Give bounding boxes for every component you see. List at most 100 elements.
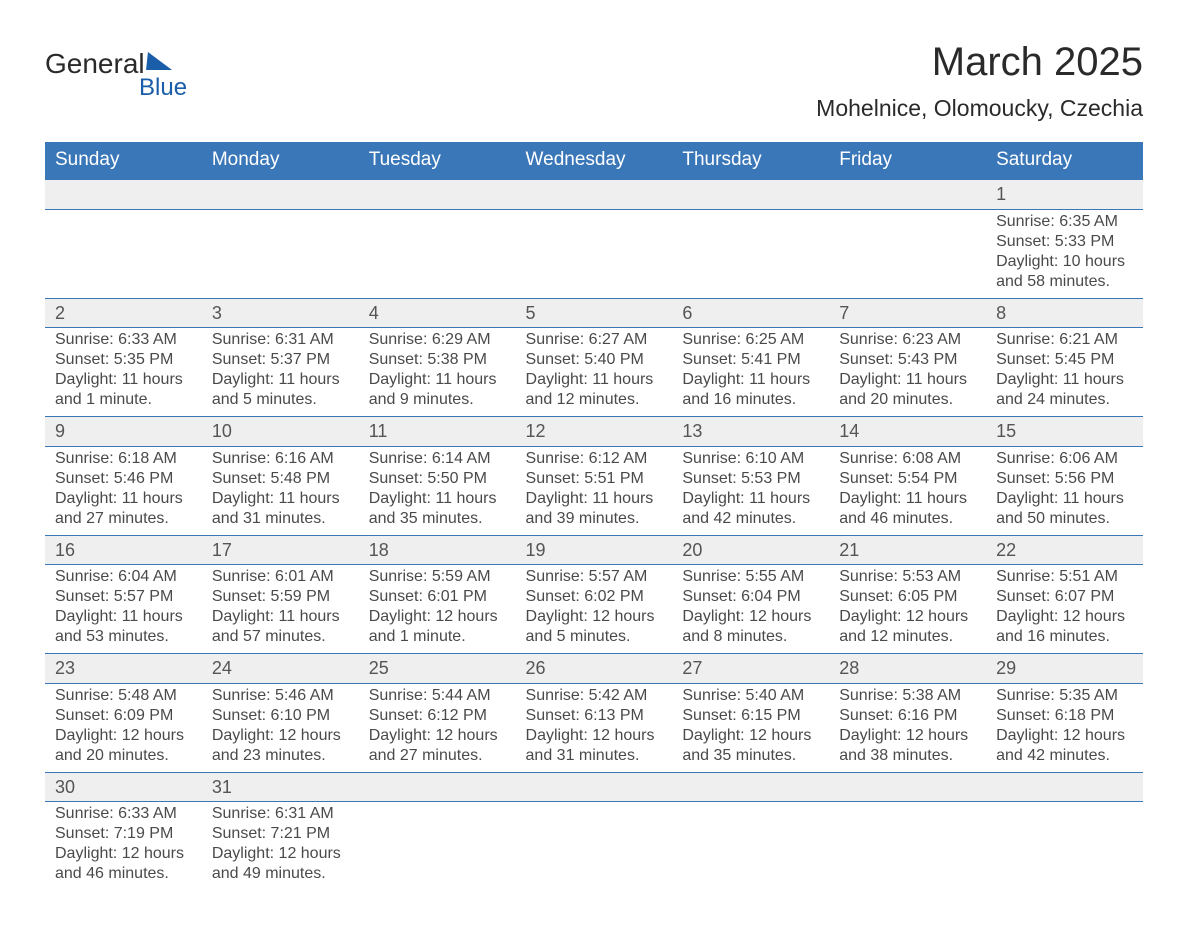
day-details-cell: Sunrise: 6:23 AMSunset: 5:43 PMDaylight:… — [829, 328, 986, 417]
day-number-cell: 6 — [672, 298, 829, 328]
detail-line: Daylight: 11 hours — [369, 370, 506, 390]
day-details-cell: Sunrise: 5:59 AMSunset: 6:01 PMDaylight:… — [359, 565, 516, 654]
day-number: 18 — [359, 536, 516, 565]
detail-line: and 42 minutes. — [996, 746, 1133, 766]
day-details-cell: Sunrise: 6:01 AMSunset: 5:59 PMDaylight:… — [202, 565, 359, 654]
detail-line: and 31 minutes. — [526, 746, 663, 766]
detail-line: and 46 minutes. — [839, 509, 976, 529]
detail-line: Sunrise: 6:33 AM — [55, 330, 192, 350]
calendar-week-nums: 9101112131415 — [45, 417, 1143, 447]
day-details: Sunrise: 6:33 AMSunset: 5:35 PMDaylight:… — [45, 328, 202, 416]
day-number: 14 — [829, 417, 986, 446]
day-number: 6 — [672, 299, 829, 328]
detail-line: and 35 minutes. — [369, 509, 506, 529]
detail-line: Sunset: 6:01 PM — [369, 587, 506, 607]
day-header-row: SundayMondayTuesdayWednesdayThursdayFrid… — [45, 142, 1143, 180]
detail-line: Sunrise: 6:16 AM — [212, 449, 349, 469]
detail-line: Daylight: 11 hours — [55, 489, 192, 509]
detail-line: Sunset: 7:19 PM — [55, 824, 192, 844]
detail-line: Sunset: 6:13 PM — [526, 706, 663, 726]
day-details: Sunrise: 6:31 AMSunset: 5:37 PMDaylight:… — [202, 328, 359, 416]
detail-line: Sunset: 5:45 PM — [996, 350, 1133, 370]
day-details: Sunrise: 6:12 AMSunset: 5:51 PMDaylight:… — [516, 447, 673, 535]
detail-line: Sunrise: 6:06 AM — [996, 449, 1133, 469]
day-details-cell: Sunrise: 6:25 AMSunset: 5:41 PMDaylight:… — [672, 328, 829, 417]
day-details: Sunrise: 5:57 AMSunset: 6:02 PMDaylight:… — [516, 565, 673, 653]
detail-line: and 46 minutes. — [55, 864, 192, 884]
detail-line: Daylight: 11 hours — [996, 489, 1133, 509]
detail-line: Daylight: 11 hours — [212, 370, 349, 390]
day-details-cell — [672, 802, 829, 891]
day-details-cell — [359, 209, 516, 298]
day-details-cell: Sunrise: 6:18 AMSunset: 5:46 PMDaylight:… — [45, 446, 202, 535]
day-number-cell: 25 — [359, 654, 516, 684]
calendar-week-details: Sunrise: 6:04 AMSunset: 5:57 PMDaylight:… — [45, 565, 1143, 654]
day-details: Sunrise: 6:10 AMSunset: 5:53 PMDaylight:… — [672, 447, 829, 535]
detail-line: Sunset: 6:02 PM — [526, 587, 663, 607]
day-number-cell: 17 — [202, 535, 359, 565]
detail-line: Sunrise: 5:35 AM — [996, 686, 1133, 706]
detail-line: Sunset: 6:04 PM — [682, 587, 819, 607]
day-number: 4 — [359, 299, 516, 328]
detail-line: Sunrise: 5:42 AM — [526, 686, 663, 706]
detail-line: Sunrise: 6:35 AM — [996, 212, 1133, 232]
calendar-week-nums: 1 — [45, 180, 1143, 210]
day-details-cell: Sunrise: 5:38 AMSunset: 6:16 PMDaylight:… — [829, 683, 986, 772]
day-number: 25 — [359, 654, 516, 683]
detail-line: Sunset: 6:18 PM — [996, 706, 1133, 726]
day-details: Sunrise: 6:08 AMSunset: 5:54 PMDaylight:… — [829, 447, 986, 535]
day-details-cell: Sunrise: 6:33 AMSunset: 5:35 PMDaylight:… — [45, 328, 202, 417]
day-details-cell: Sunrise: 6:27 AMSunset: 5:40 PMDaylight:… — [516, 328, 673, 417]
day-details-cell: Sunrise: 6:10 AMSunset: 5:53 PMDaylight:… — [672, 446, 829, 535]
day-number: 5 — [516, 299, 673, 328]
day-number: 15 — [986, 417, 1143, 446]
day-header: Friday — [829, 142, 986, 180]
detail-line: Sunrise: 5:44 AM — [369, 686, 506, 706]
detail-line: Sunrise: 5:48 AM — [55, 686, 192, 706]
day-details-cell: Sunrise: 5:53 AMSunset: 6:05 PMDaylight:… — [829, 565, 986, 654]
detail-line: Daylight: 12 hours — [839, 607, 976, 627]
detail-line: Daylight: 11 hours — [839, 489, 976, 509]
detail-line: Sunrise: 5:59 AM — [369, 567, 506, 587]
day-number-cell: 8 — [986, 298, 1143, 328]
day-details: Sunrise: 5:53 AMSunset: 6:05 PMDaylight:… — [829, 565, 986, 653]
day-details: Sunrise: 6:35 AMSunset: 5:33 PMDaylight:… — [986, 210, 1143, 298]
detail-line: and 53 minutes. — [55, 627, 192, 647]
calendar-week-details: Sunrise: 5:48 AMSunset: 6:09 PMDaylight:… — [45, 683, 1143, 772]
day-details-cell: Sunrise: 6:08 AMSunset: 5:54 PMDaylight:… — [829, 446, 986, 535]
calendar-week-nums: 2345678 — [45, 298, 1143, 328]
detail-line: and 20 minutes. — [55, 746, 192, 766]
detail-line: Daylight: 11 hours — [55, 607, 192, 627]
detail-line: Sunset: 5:48 PM — [212, 469, 349, 489]
detail-line: Sunrise: 5:40 AM — [682, 686, 819, 706]
day-number: 3 — [202, 299, 359, 328]
calendar-week-details: Sunrise: 6:33 AMSunset: 7:19 PMDaylight:… — [45, 802, 1143, 891]
day-details: Sunrise: 5:55 AMSunset: 6:04 PMDaylight:… — [672, 565, 829, 653]
detail-line: Daylight: 11 hours — [839, 370, 976, 390]
detail-line: Sunrise: 6:14 AM — [369, 449, 506, 469]
day-details: Sunrise: 5:38 AMSunset: 6:16 PMDaylight:… — [829, 684, 986, 772]
day-header: Monday — [202, 142, 359, 180]
day-number-cell — [986, 772, 1143, 802]
detail-line: and 12 minutes. — [526, 390, 663, 410]
day-number-cell: 11 — [359, 417, 516, 447]
day-number-cell: 30 — [45, 772, 202, 802]
detail-line: Sunset: 6:07 PM — [996, 587, 1133, 607]
day-number: 20 — [672, 536, 829, 565]
detail-line: and 5 minutes. — [526, 627, 663, 647]
detail-line: and 24 minutes. — [996, 390, 1133, 410]
day-details: Sunrise: 6:21 AMSunset: 5:45 PMDaylight:… — [986, 328, 1143, 416]
day-number-cell: 9 — [45, 417, 202, 447]
detail-line: Sunrise: 6:31 AM — [212, 804, 349, 824]
day-details-cell: Sunrise: 6:35 AMSunset: 5:33 PMDaylight:… — [986, 209, 1143, 298]
detail-line: Sunset: 5:53 PM — [682, 469, 819, 489]
day-details-cell: Sunrise: 6:14 AMSunset: 5:50 PMDaylight:… — [359, 446, 516, 535]
day-details-cell — [986, 802, 1143, 891]
day-number-cell: 21 — [829, 535, 986, 565]
day-details-cell: Sunrise: 6:04 AMSunset: 5:57 PMDaylight:… — [45, 565, 202, 654]
detail-line: and 42 minutes. — [682, 509, 819, 529]
detail-line: Sunrise: 6:12 AM — [526, 449, 663, 469]
day-number-cell: 19 — [516, 535, 673, 565]
detail-line: Sunset: 5:56 PM — [996, 469, 1133, 489]
detail-line: Sunrise: 6:18 AM — [55, 449, 192, 469]
